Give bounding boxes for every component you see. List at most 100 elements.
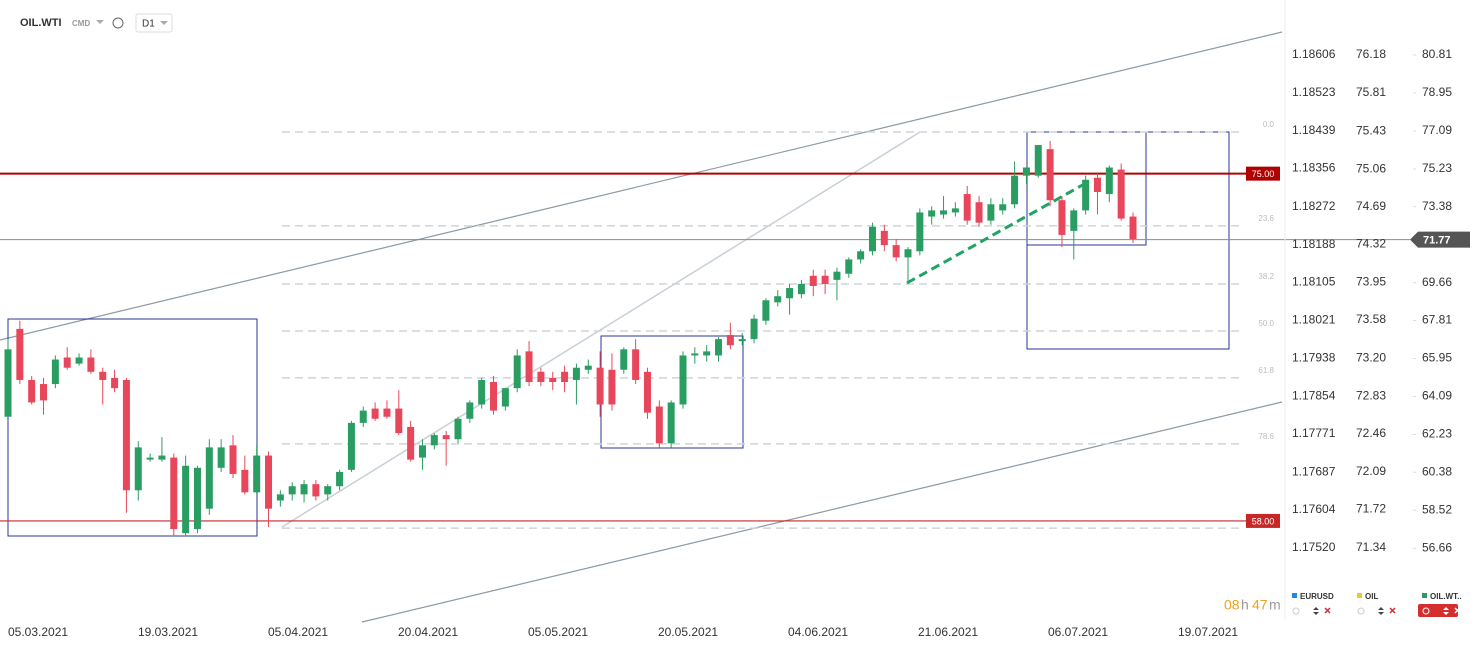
candle-body [265,455,273,509]
candle-body [691,353,699,356]
legend-swatch [1357,593,1362,598]
candle-body [1022,167,1030,176]
candle-body [241,469,249,493]
candle-body [679,355,687,405]
axis-tick-label: 71.72 [1356,501,1386,515]
legend-name[interactable]: EURUSD [1300,592,1334,601]
candle-body [999,204,1007,211]
legend-close[interactable] [1389,607,1396,614]
x-tick-label: 20.04.2021 [398,625,458,639]
candle-body [28,379,36,403]
axis-tick-label: 72.46 [1356,426,1386,440]
candle-body [1034,145,1042,176]
candle-body [715,339,723,356]
candle-body [1117,169,1125,219]
candle-body [4,349,12,417]
candle-body [975,202,983,223]
candle-body [1046,149,1054,201]
y-tick-label: 64.09 [1422,389,1452,403]
legend-close[interactable] [1454,607,1461,614]
candle-body [170,457,178,530]
axis-tick-label: 1.17771 [1292,426,1336,440]
legend-order[interactable] [1378,607,1384,615]
x-tick-label: 21.06.2021 [918,625,978,639]
candle-body [111,377,119,389]
candle-body [253,455,261,493]
axis-tick-label: 1.17520 [1292,540,1336,554]
info-icon[interactable] [112,17,124,29]
y-tick-label: 78.95 [1422,85,1452,99]
legend-eye[interactable] [1422,607,1430,615]
candle-body [63,357,71,368]
axis-tick-label: 1.17604 [1292,502,1336,516]
candle-body [513,355,521,389]
axis-tick-label: 1.17854 [1292,389,1336,403]
axis-tick-label: 73.58 [1356,312,1386,326]
axis-tick-label: 1.17687 [1292,464,1336,478]
candle-body [217,447,225,468]
candle-body [762,300,770,321]
y-tick-label: 58.52 [1422,502,1452,516]
countdown-hours: 08 [1224,597,1240,613]
candle-body [1058,200,1066,235]
axis-tick-label: 71.34 [1356,540,1386,554]
axis-tick-label: 74.69 [1356,199,1386,213]
trend-dash [906,180,1089,285]
candle-body [383,408,391,417]
countdown-minutes: 47 [1252,597,1268,613]
candle-body [620,349,628,370]
candle-body [182,465,190,534]
legend-order[interactable] [1443,607,1449,615]
candle-body [951,208,959,213]
candle-body [880,230,888,246]
y-tick-label: 80.81 [1422,47,1452,61]
candle-body [122,379,130,491]
dropdown[interactable] [96,20,104,24]
symbol: OIL.WTI [20,17,62,29]
candle-body [288,486,296,495]
candle-body [193,467,201,530]
legend-name[interactable]: OIL [1365,592,1378,601]
legend-button[interactable] [1418,604,1458,617]
legend-eye[interactable] [1292,607,1300,615]
x-tick-label: 05.04.2021 [268,625,328,639]
plot: 0.0 23.6 38.2 50.0 61.8 78.6 [0,120,1410,536]
candle-body [478,379,486,405]
candle-body [442,435,450,440]
channel-lower [361,401,1283,623]
candle-body [359,410,367,423]
candle-body [572,367,580,380]
candle-body [916,212,924,252]
countdown-unit: h [1241,597,1249,613]
candle-body [1129,216,1137,240]
axis-tick-label: 1.18523 [1292,85,1336,99]
axis-tick-label: 1.18606 [1292,47,1336,61]
candle-body [87,357,95,372]
candle-body [205,447,213,509]
candle-body [667,402,675,444]
y-tick-label: 73.38 [1422,199,1452,213]
fib-label: 23.6 [1258,214,1274,223]
candle-body [134,447,142,491]
legend-order[interactable] [1313,607,1319,615]
candle-body [632,349,640,380]
timeframe-select[interactable] [135,13,173,33]
candle-body [490,382,498,411]
axis-tick-label: 1.18105 [1292,275,1336,289]
legend-name[interactable]: OIL.WT.. [1430,592,1462,601]
candle-body [1105,167,1113,195]
candle-body [312,484,320,497]
candle-body [146,457,154,460]
candle-body [738,339,746,342]
tag: CMD [72,19,90,28]
fib-label: 38.2 [1258,272,1274,281]
candle-body [501,388,509,407]
candle-body [407,426,415,460]
legend-close[interactable] [1324,607,1331,614]
axis-tick-label: 74.32 [1356,237,1386,251]
legend-eye[interactable] [1357,607,1365,615]
candle-body [40,384,48,401]
axis-tick-label: 73.20 [1356,351,1386,365]
x-tick-label: 06.07.2021 [1048,625,1108,639]
channel-upper [0,31,1283,341]
